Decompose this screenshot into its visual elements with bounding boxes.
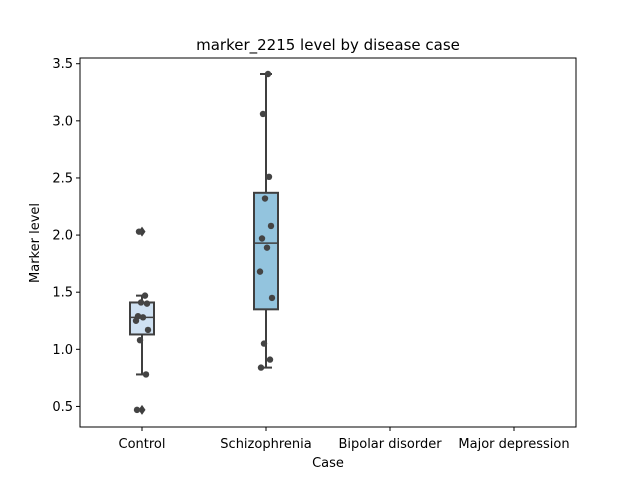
points-control: [132, 228, 152, 414]
data-point: [263, 244, 271, 251]
y-axis-label: Marker level: [28, 203, 43, 283]
data-point: [257, 364, 265, 371]
data-point: [268, 294, 276, 302]
x-tick-label: Major depression: [458, 437, 569, 452]
data-point: [142, 371, 150, 378]
data-point: [133, 406, 141, 414]
data-point: [141, 292, 149, 299]
data-point: [134, 312, 142, 320]
data-point: [144, 326, 152, 334]
outlier-marker: [138, 404, 146, 415]
box-schizophrenia: [253, 72, 279, 369]
y-tick-label: 0.5: [52, 400, 73, 415]
data-point: [258, 235, 266, 242]
x-tick-label: Bipolar disorder: [338, 437, 442, 452]
y-tick-label: 2.0: [52, 229, 73, 244]
data-point: [266, 356, 274, 363]
y-tick-label: 3.0: [52, 114, 73, 129]
data-point: [143, 300, 151, 307]
data-point: [259, 110, 267, 118]
data-point: [135, 228, 143, 235]
x-axis-label: Case: [312, 456, 344, 471]
data-point: [260, 340, 268, 347]
axis-ticks: 0.5 1.0 1.5 2.0 2.5 3.0 3.5 Control Schizophreni…: [52, 57, 569, 452]
points-schizophrenia: [256, 70, 276, 371]
data-point: [264, 70, 272, 78]
x-tick-label: Control: [119, 437, 166, 452]
data-point: [139, 314, 147, 321]
y-tick-label: 2.5: [52, 171, 73, 186]
data-point: [267, 222, 275, 230]
y-tick-label: 1.5: [52, 286, 73, 301]
data-point: [136, 336, 144, 344]
data-point: [265, 173, 273, 181]
plot-marks: [129, 70, 279, 415]
plot-frame: [79, 57, 577, 428]
y-tick-label: 1.0: [52, 343, 73, 358]
data-point: [137, 299, 145, 306]
y-tick-label: 3.5: [52, 57, 73, 72]
data-point: [261, 195, 269, 202]
box-body: [253, 191, 279, 311]
x-tick-label: Schizophrenia: [220, 437, 311, 452]
data-point: [256, 268, 264, 275]
chart-title: marker_2215 level by disease case: [196, 36, 460, 55]
